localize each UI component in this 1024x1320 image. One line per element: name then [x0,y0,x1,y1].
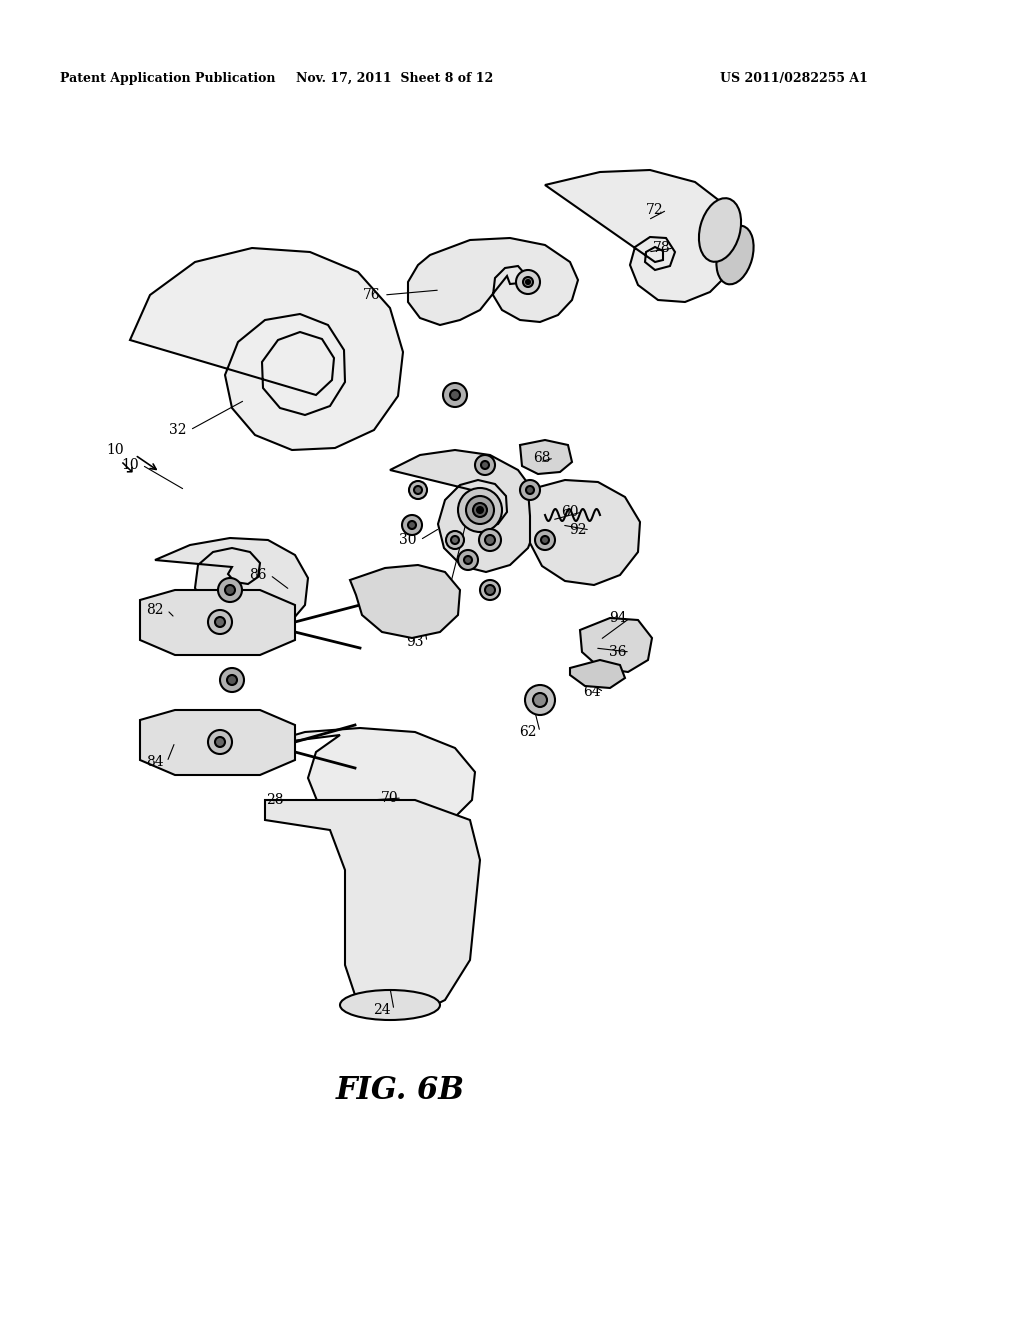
Polygon shape [265,800,480,1015]
Polygon shape [408,238,578,325]
Circle shape [215,737,225,747]
Polygon shape [130,248,403,450]
Text: 86: 86 [249,568,266,582]
Polygon shape [570,660,625,688]
Text: 24: 24 [373,1003,391,1016]
Text: 72: 72 [646,203,664,216]
Polygon shape [350,565,460,638]
Circle shape [523,277,534,286]
Text: 10: 10 [106,444,124,457]
Text: Nov. 17, 2011  Sheet 8 of 12: Nov. 17, 2011 Sheet 8 of 12 [296,73,494,84]
Circle shape [475,455,495,475]
Circle shape [414,486,422,494]
Circle shape [516,271,540,294]
Text: 76: 76 [364,288,381,302]
Polygon shape [580,618,652,672]
Ellipse shape [340,990,440,1020]
Text: 40: 40 [407,611,424,624]
Circle shape [451,536,459,544]
Text: 32: 32 [169,422,186,437]
Circle shape [464,556,472,564]
Circle shape [541,536,549,544]
Circle shape [477,507,483,513]
Circle shape [466,496,494,524]
Circle shape [443,383,467,407]
Text: 64: 64 [584,685,601,700]
Circle shape [402,515,422,535]
Text: 62: 62 [519,725,537,739]
Circle shape [458,488,502,532]
Circle shape [450,389,460,400]
Text: 93: 93 [407,635,424,649]
Polygon shape [528,480,640,585]
Text: 28: 28 [266,793,284,807]
Ellipse shape [699,198,741,261]
Text: FIG. 6B: FIG. 6B [336,1074,465,1106]
Ellipse shape [717,226,754,284]
Circle shape [481,461,489,469]
Circle shape [446,531,464,549]
Circle shape [215,616,225,627]
Polygon shape [140,710,295,775]
Circle shape [218,578,242,602]
Text: $\searrow$: $\searrow$ [116,458,135,478]
Circle shape [225,585,234,595]
Circle shape [485,585,495,595]
Text: 18: 18 [426,591,443,605]
Polygon shape [520,440,572,474]
Text: 84: 84 [146,755,164,770]
Circle shape [408,521,416,529]
Circle shape [535,531,555,550]
Text: 68: 68 [534,451,551,465]
Circle shape [409,480,427,499]
Text: 30: 30 [399,533,417,546]
Polygon shape [155,539,308,634]
Circle shape [208,610,232,634]
Circle shape [473,503,487,517]
Circle shape [525,685,555,715]
Circle shape [526,280,530,284]
Polygon shape [260,729,475,832]
Circle shape [520,480,540,500]
Text: 36: 36 [609,645,627,659]
Polygon shape [140,590,295,655]
Circle shape [458,550,478,570]
Text: US 2011/0282255 A1: US 2011/0282255 A1 [720,73,868,84]
Text: Patent Application Publication: Patent Application Publication [60,73,275,84]
Circle shape [208,730,232,754]
Circle shape [479,529,501,550]
Polygon shape [545,170,738,302]
Circle shape [227,675,237,685]
Circle shape [526,486,534,494]
Polygon shape [390,450,538,572]
Text: 92: 92 [569,523,587,537]
Text: 10: 10 [121,458,139,473]
Text: 70: 70 [381,791,398,805]
Circle shape [485,535,495,545]
Circle shape [480,579,500,601]
Text: 94: 94 [609,611,627,624]
Text: 82: 82 [146,603,164,616]
Text: 60: 60 [561,506,579,519]
Text: 78: 78 [653,242,671,255]
Circle shape [220,668,244,692]
Circle shape [534,693,547,708]
